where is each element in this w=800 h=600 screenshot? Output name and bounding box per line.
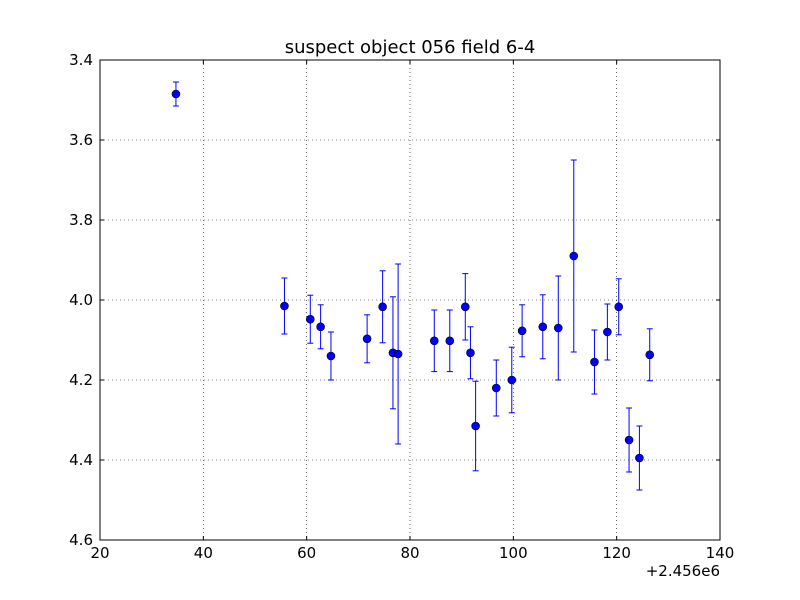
data-point	[171, 89, 181, 99]
y-tick-label: 3.4	[69, 51, 93, 69]
data-point	[569, 251, 579, 261]
data-point	[491, 383, 501, 393]
data-point	[466, 348, 475, 358]
y-tick-label: 4.6	[69, 531, 93, 549]
y-tick-label: 3.6	[69, 131, 93, 149]
data-point	[393, 349, 403, 359]
data-point	[429, 336, 439, 346]
grid	[100, 60, 720, 540]
x-tick-label: 140	[706, 544, 735, 562]
x-tick-label: 80	[400, 544, 419, 562]
data-point	[614, 302, 624, 312]
data-series	[171, 81, 655, 491]
x-tick-label: 60	[297, 544, 316, 562]
data-point	[624, 435, 634, 445]
data-point	[553, 323, 563, 333]
x-tick-label: 40	[194, 544, 213, 562]
data-point	[471, 421, 480, 431]
y-tick-label: 4.2	[69, 371, 93, 389]
data-point	[445, 336, 455, 346]
data-point	[280, 301, 289, 311]
data-point	[305, 314, 315, 324]
x-tick-label: 20	[90, 544, 109, 562]
data-point	[517, 326, 527, 336]
data-point	[635, 453, 644, 463]
data-point	[645, 350, 655, 360]
data-point	[326, 351, 336, 361]
data-point	[538, 322, 548, 332]
data-point	[603, 327, 612, 337]
x-axis-offset-label: +2.456e6	[646, 562, 720, 580]
chart-title: suspect object 056 field 6-4	[285, 37, 536, 58]
data-point	[507, 375, 517, 385]
data-point	[590, 357, 599, 367]
x-tick-label: 120	[602, 544, 631, 562]
y-tick-label: 3.8	[69, 211, 93, 229]
x-tick-label: 100	[499, 544, 528, 562]
data-point	[362, 334, 372, 344]
data-point	[460, 302, 470, 312]
y-tick-label: 4.4	[69, 451, 93, 469]
y-tick-label: 4.0	[69, 291, 93, 309]
data-point	[316, 322, 325, 332]
axis-ticks: 20 40 60 80 100 120 140 3.4 3.6 3.8 4.0 4.2 4.4 4.6	[69, 51, 734, 562]
data-point	[378, 302, 387, 312]
